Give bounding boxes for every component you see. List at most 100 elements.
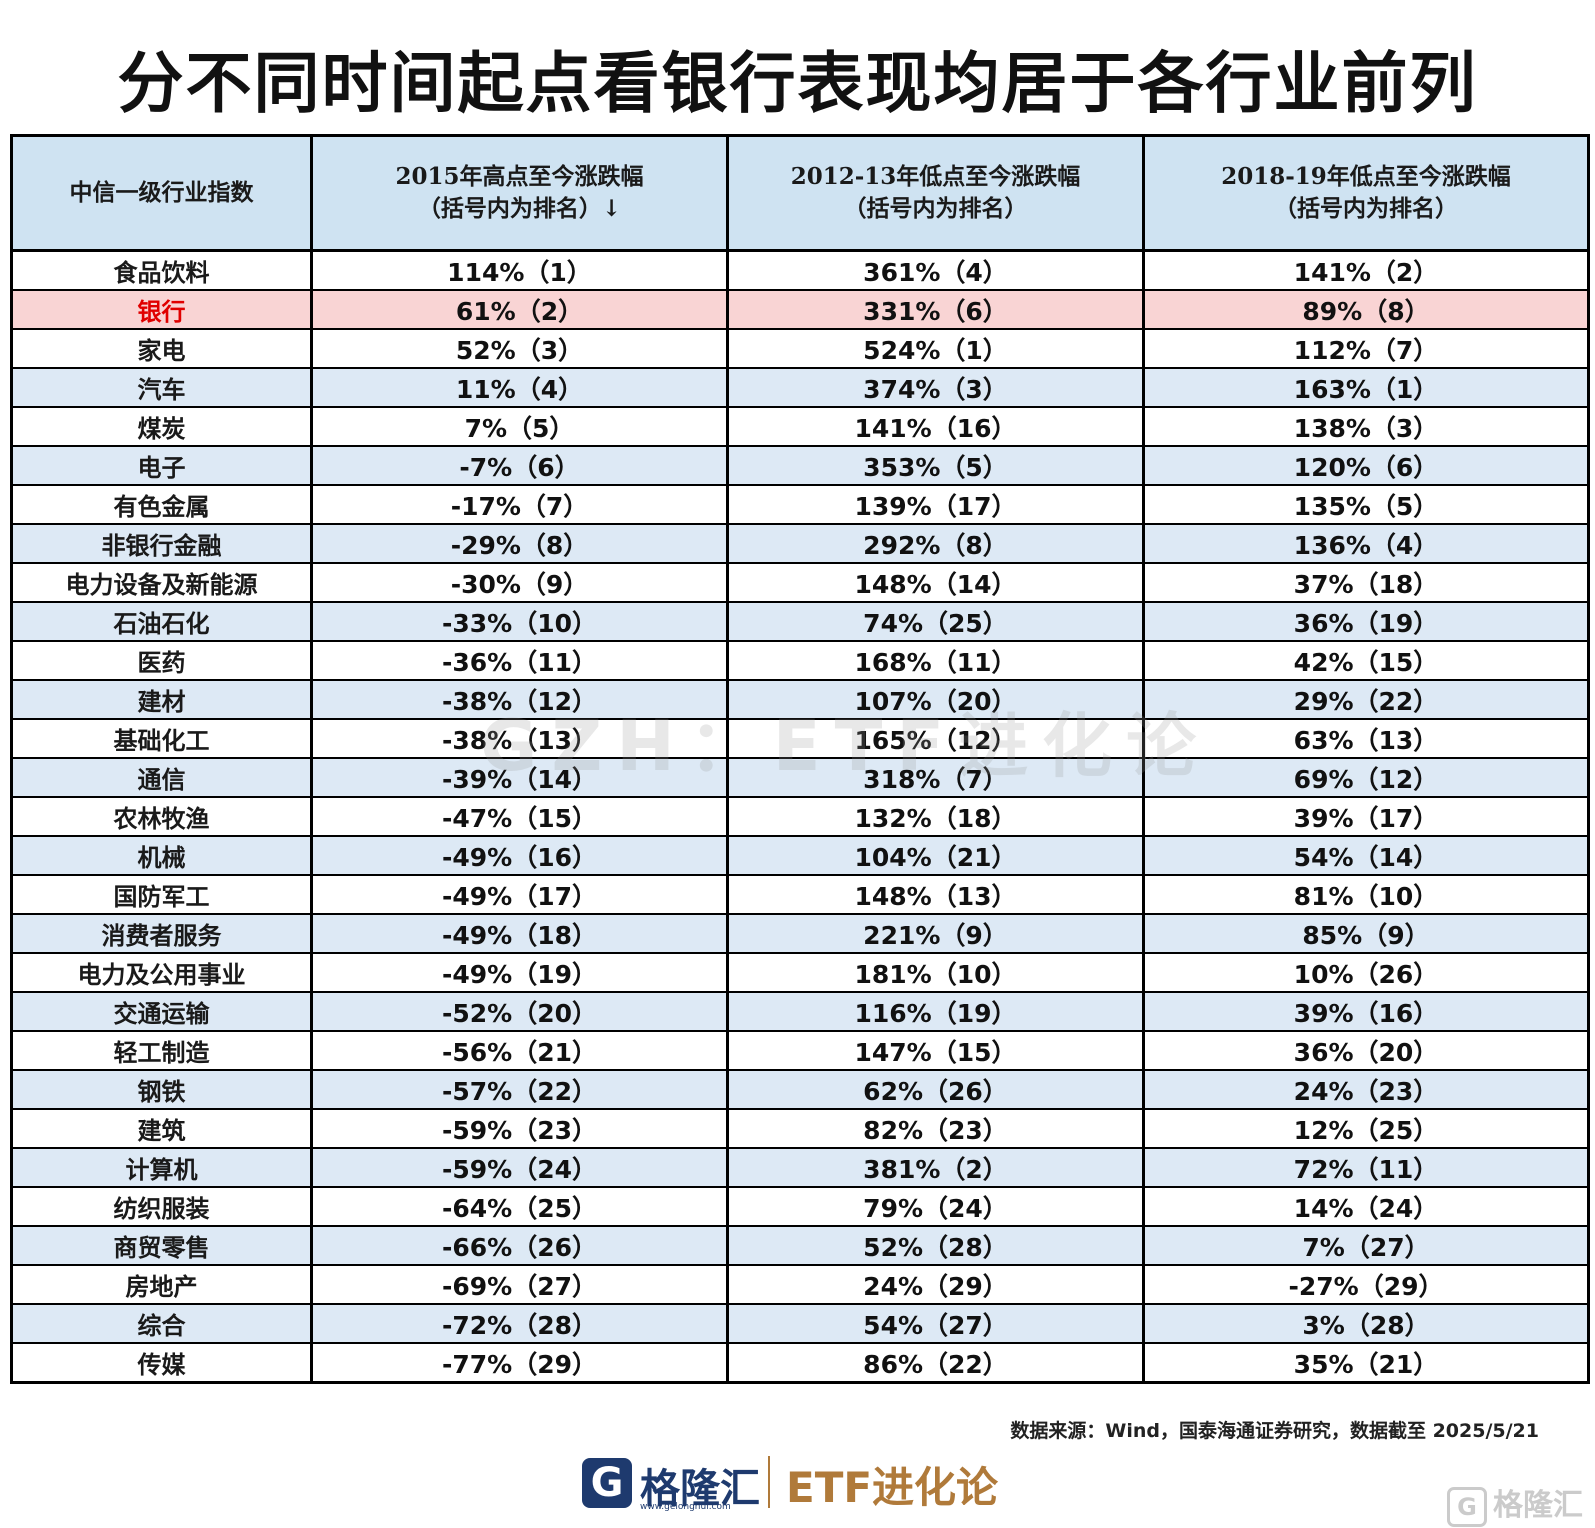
data-source-note: 数据来源：Wind，国泰海通证券研究，数据截至 2025/5/21 — [1010, 1420, 1539, 1442]
cell-2015-high: 7%（5） — [311, 407, 729, 447]
industry-cell: 煤炭 — [11, 407, 313, 447]
cell-2012-13-low: 141%（16） — [727, 407, 1145, 447]
cell-2012-13-low: 24%（29） — [727, 1265, 1145, 1305]
cell-2012-13-low: 168%（11） — [727, 641, 1145, 681]
industry-cell: 非银行金融 — [11, 524, 313, 564]
table-row: 交通运输 -52%（20） 116%（19） 39%（16） — [11, 992, 1590, 1032]
cell-2015-high: -36%（11） — [311, 641, 729, 681]
industry-cell: 钢铁 — [11, 1070, 313, 1110]
cell-2015-high: -33%（10） — [311, 602, 729, 642]
table-row: 钢铁 -57%（22） 62%（26） 24%（23） — [11, 1070, 1590, 1110]
cell-2012-13-low: 132%（18） — [727, 797, 1145, 837]
cell-2015-high: 114%（1） — [311, 250, 729, 291]
cell-2018-19-low: 63%（13） — [1143, 719, 1590, 759]
industry-cell: 电子 — [11, 446, 313, 486]
table-row: 基础化工 -38%（13） 165%（12） 63%（13） — [11, 719, 1590, 759]
industry-cell: 交通运输 — [11, 992, 313, 1032]
cell-2018-19-low: 35%（21） — [1143, 1343, 1590, 1384]
cell-2018-19-low: 29%（22） — [1143, 680, 1590, 720]
cell-2018-19-low: 120%（6） — [1143, 446, 1590, 486]
corner-watermark: G 格隆汇 — [1447, 1480, 1583, 1527]
cell-2012-13-low: 331%（6） — [727, 290, 1145, 330]
cell-2015-high: -49%（18） — [311, 914, 729, 954]
industry-cell: 石油石化 — [11, 602, 313, 642]
table-row: 通信 -39%（14） 318%（7） 69%（12） — [11, 758, 1590, 798]
industry-cell: 计算机 — [11, 1148, 313, 1188]
cell-2018-19-low: 135%（5） — [1143, 485, 1590, 525]
table-row: 纺织服装 -64%（25） 79%（24） 14%（24） — [11, 1187, 1590, 1227]
industry-cell: 农林牧渔 — [11, 797, 313, 837]
table-row: 计算机 -59%（24） 381%（2） 72%（11） — [11, 1148, 1590, 1188]
industry-cell: 传媒 — [11, 1343, 313, 1384]
page-title: 分不同时间起点看银行表现均居于各行业前列 — [117, 45, 1478, 122]
corner-watermark-text: 格隆汇 — [1493, 1488, 1583, 1523]
column-header-industry: 中信一级行业指数 — [11, 135, 313, 252]
cell-2012-13-low: 148%（13） — [727, 875, 1145, 915]
cell-2015-high: -59%（23） — [311, 1109, 729, 1149]
cell-2012-13-low: 147%（15） — [727, 1031, 1145, 1071]
table-row: 商贸零售 -66%（26） 52%（28） 7%（27） — [11, 1226, 1590, 1266]
cell-2018-19-low: 39%（17） — [1143, 797, 1590, 837]
cell-2015-high: -69%（27） — [311, 1265, 729, 1305]
cell-2015-high: -7%（6） — [311, 446, 729, 486]
table-row: 综合 -72%（28） 54%（27） 3%（28） — [11, 1304, 1590, 1344]
table-row: 房地产 -69%（27） 24%（29） -27%（29） — [11, 1265, 1590, 1305]
cell-2015-high: -59%（24） — [311, 1148, 729, 1188]
cell-2012-13-low: 139%（17） — [727, 485, 1145, 525]
industry-cell: 汽车 — [11, 368, 313, 408]
gelonghui-url: www.gelonghui.com — [640, 1502, 731, 1512]
cell-2018-19-low: 37%（18） — [1143, 563, 1590, 603]
table-row: 食品饮料 114%（1） 361%（4） 141%（2） — [11, 250, 1590, 291]
footer-branding: G 格隆汇 www.gelonghui.com ETF进化论 — [0, 1450, 1595, 1520]
cell-2015-high: -39%（14） — [311, 758, 729, 798]
column-header-2018-19-low: 2018-19年低点至今涨跌幅 （括号内为排名） — [1143, 135, 1590, 252]
cell-2015-high: -72%（28） — [311, 1304, 729, 1344]
industry-cell: 房地产 — [11, 1265, 313, 1305]
cell-2018-19-low: 7%（27） — [1143, 1226, 1590, 1266]
gelonghui-brand-name: 格隆汇 — [640, 1466, 760, 1512]
cell-2015-high: -49%（19） — [311, 953, 729, 993]
cell-2012-13-low: 361%（4） — [727, 250, 1145, 291]
cell-2012-13-low: 221%（9） — [727, 914, 1145, 954]
cell-2015-high: -52%（20） — [311, 992, 729, 1032]
cell-2018-19-low: 69%（12） — [1143, 758, 1590, 798]
table-row: 电子 -7%（6） 353%（5） 120%（6） — [11, 446, 1590, 486]
cell-2018-19-low: -27%（29） — [1143, 1265, 1590, 1305]
cell-2015-high: 52%（3） — [311, 329, 729, 369]
cell-2015-high: 61%（2） — [311, 290, 729, 330]
cell-2015-high: -64%（25） — [311, 1187, 729, 1227]
cell-2012-13-low: 292%（8） — [727, 524, 1145, 564]
industry-cell: 纺织服装 — [11, 1187, 313, 1227]
cell-2015-high: -29%（8） — [311, 524, 729, 564]
table-row: 非银行金融 -29%（8） 292%（8） 136%（4） — [11, 524, 1590, 564]
cell-2015-high: -49%（17） — [311, 875, 729, 915]
cell-2018-19-low: 138%（3） — [1143, 407, 1590, 447]
table-row: 国防军工 -49%（17） 148%（13） 81%（10） — [11, 875, 1590, 915]
cell-2018-19-low: 24%（23） — [1143, 1070, 1590, 1110]
data-table: 中信一级行业指数 2015年高点至今涨跌幅 （括号内为排名）↓ 2012-13年… — [10, 134, 1590, 1384]
industry-cell: 商贸零售 — [11, 1226, 313, 1266]
cell-2015-high: -17%（7） — [311, 485, 729, 525]
data-table-wrapper: 中信一级行业指数 2015年高点至今涨跌幅 （括号内为排名）↓ 2012-13年… — [10, 134, 1590, 1384]
cell-2015-high: -38%（13） — [311, 719, 729, 759]
cell-2012-13-low: 82%（23） — [727, 1109, 1145, 1149]
cell-2012-13-low: 374%（3） — [727, 368, 1145, 408]
cell-2015-high: -47%（15） — [311, 797, 729, 837]
gelonghui-logo-icon: G — [582, 1458, 632, 1508]
cell-2015-high: -56%（21） — [311, 1031, 729, 1071]
cell-2012-13-low: 165%（12） — [727, 719, 1145, 759]
cell-2012-13-low: 74%（25） — [727, 602, 1145, 642]
cell-2015-high: 11%（4） — [311, 368, 729, 408]
industry-cell: 银行 — [11, 290, 313, 330]
cell-2012-13-low: 52%（28） — [727, 1226, 1145, 1266]
cell-2012-13-low: 107%（20） — [727, 680, 1145, 720]
cell-2015-high: -49%（16） — [311, 836, 729, 876]
industry-cell: 基础化工 — [11, 719, 313, 759]
cell-2018-19-low: 10%（26） — [1143, 953, 1590, 993]
cell-2015-high: -30%（9） — [311, 563, 729, 603]
cell-2012-13-low: 318%（7） — [727, 758, 1145, 798]
cell-2012-13-low: 54%（27） — [727, 1304, 1145, 1344]
table-row: 银行 61%（2） 331%（6） 89%（8） — [11, 290, 1590, 330]
industry-cell: 消费者服务 — [11, 914, 313, 954]
industry-cell: 通信 — [11, 758, 313, 798]
